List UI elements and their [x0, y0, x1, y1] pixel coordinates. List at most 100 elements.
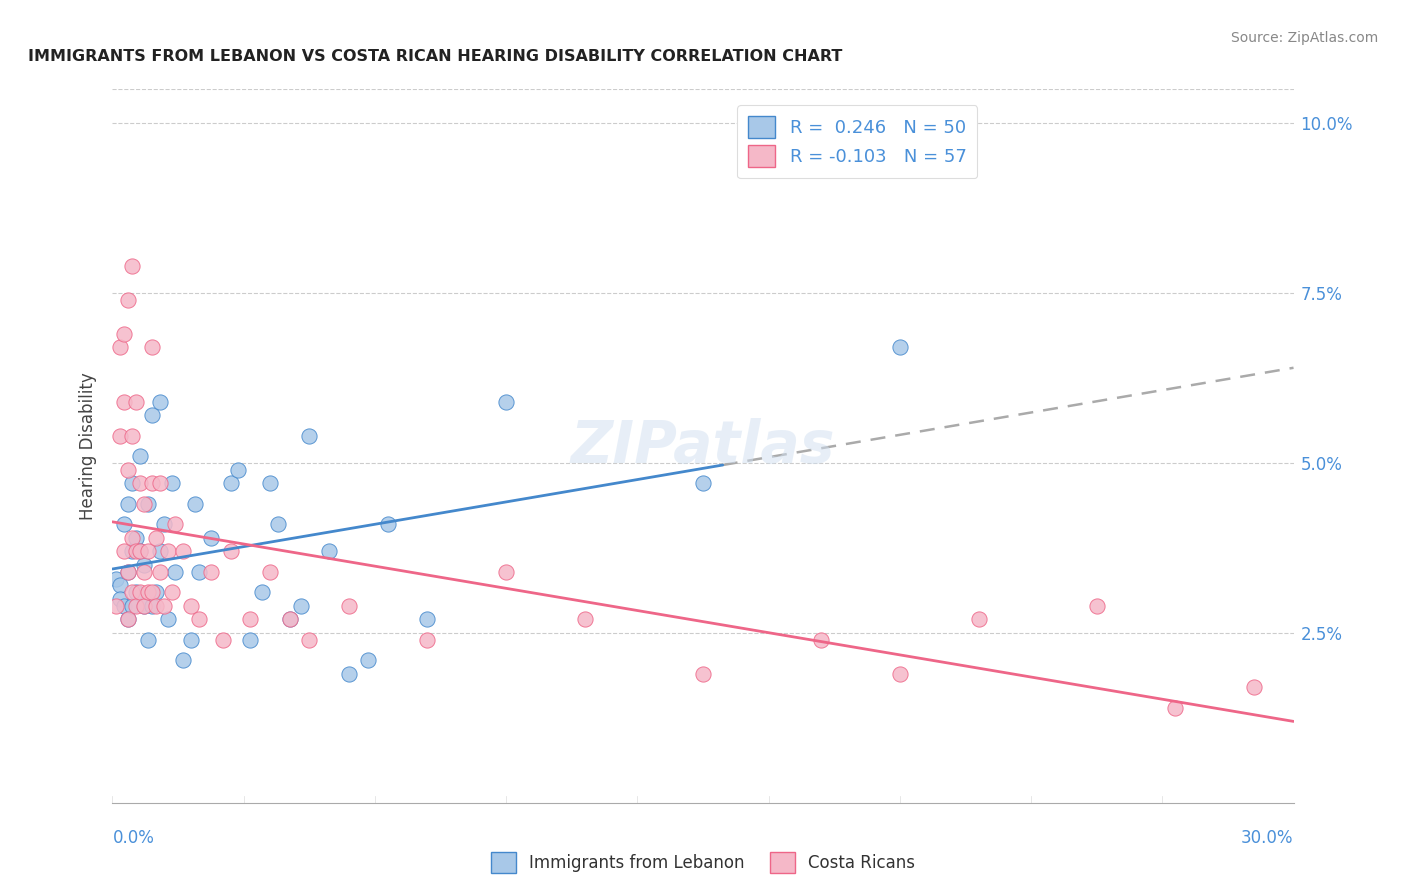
Point	[132, 599, 155, 613]
Point	[132, 558, 155, 572]
Text: IMMIGRANTS FROM LEBANON VS COSTA RICAN HEARING DISABILITY CORRELATION CHART: IMMIGRANTS FROM LEBANON VS COSTA RICAN H…	[28, 49, 842, 64]
Point	[160, 585, 183, 599]
Point	[357, 653, 380, 667]
Point	[290, 599, 312, 613]
Point	[259, 476, 281, 491]
Point	[165, 565, 187, 579]
Point	[125, 599, 148, 613]
Point	[211, 632, 233, 647]
Point	[377, 517, 399, 532]
Point	[117, 293, 139, 307]
Point	[149, 394, 172, 409]
Point	[298, 632, 321, 647]
Point	[149, 565, 172, 579]
Point	[121, 429, 143, 443]
Text: 30.0%: 30.0%	[1241, 829, 1294, 847]
Point	[188, 565, 211, 579]
Point	[145, 585, 167, 599]
Point	[184, 497, 207, 511]
Point	[129, 544, 152, 558]
Point	[121, 599, 143, 613]
Point	[692, 666, 714, 681]
Point	[117, 612, 139, 626]
Point	[112, 517, 135, 532]
Point	[132, 599, 155, 613]
Point	[810, 632, 832, 647]
Point	[219, 476, 242, 491]
Legend: R =  0.246   N = 50, R = -0.103   N = 57: R = 0.246 N = 50, R = -0.103 N = 57	[737, 105, 977, 178]
Point	[110, 341, 132, 355]
Point	[149, 476, 172, 491]
Point	[416, 612, 439, 626]
Point	[141, 341, 163, 355]
Point	[129, 476, 152, 491]
Point	[117, 463, 139, 477]
Text: Source: ZipAtlas.com: Source: ZipAtlas.com	[1230, 31, 1378, 45]
Point	[889, 341, 911, 355]
Point	[141, 599, 163, 613]
Text: 0.0%: 0.0%	[112, 829, 155, 847]
Point	[172, 653, 194, 667]
Point	[121, 544, 143, 558]
Point	[278, 612, 301, 626]
Point	[112, 599, 135, 613]
Point	[117, 497, 139, 511]
Point	[141, 409, 163, 423]
Point	[136, 632, 159, 647]
Point	[200, 531, 222, 545]
Point	[172, 544, 194, 558]
Point	[141, 585, 163, 599]
Point	[180, 632, 202, 647]
Point	[125, 531, 148, 545]
Text: ZIPatlas: ZIPatlas	[571, 417, 835, 475]
Point	[160, 476, 183, 491]
Point	[110, 578, 132, 592]
Point	[129, 449, 152, 463]
Point	[136, 497, 159, 511]
Point	[228, 463, 250, 477]
Y-axis label: Hearing Disability: Hearing Disability	[79, 372, 97, 520]
Point	[495, 394, 517, 409]
Point	[121, 259, 143, 273]
Point	[112, 326, 135, 341]
Point	[239, 612, 262, 626]
Point	[250, 585, 273, 599]
Point	[416, 632, 439, 647]
Point	[136, 544, 159, 558]
Point	[141, 476, 163, 491]
Point	[1243, 680, 1265, 694]
Point	[298, 429, 321, 443]
Point	[889, 666, 911, 681]
Point	[145, 531, 167, 545]
Point	[112, 544, 135, 558]
Point	[117, 612, 139, 626]
Point	[105, 572, 128, 586]
Point	[117, 565, 139, 579]
Point	[110, 429, 132, 443]
Point	[337, 666, 360, 681]
Point	[967, 612, 990, 626]
Point	[156, 612, 179, 626]
Point	[1085, 599, 1108, 613]
Point	[132, 565, 155, 579]
Point	[121, 585, 143, 599]
Point	[165, 517, 187, 532]
Point	[125, 585, 148, 599]
Point	[136, 585, 159, 599]
Point	[337, 599, 360, 613]
Point	[692, 476, 714, 491]
Point	[145, 599, 167, 613]
Point	[495, 565, 517, 579]
Point	[156, 544, 179, 558]
Point	[278, 612, 301, 626]
Point	[105, 599, 128, 613]
Point	[121, 476, 143, 491]
Point	[1164, 700, 1187, 714]
Point	[125, 394, 148, 409]
Point	[112, 394, 135, 409]
Point	[121, 531, 143, 545]
Point	[574, 612, 596, 626]
Point	[188, 612, 211, 626]
Point	[318, 544, 340, 558]
Point	[259, 565, 281, 579]
